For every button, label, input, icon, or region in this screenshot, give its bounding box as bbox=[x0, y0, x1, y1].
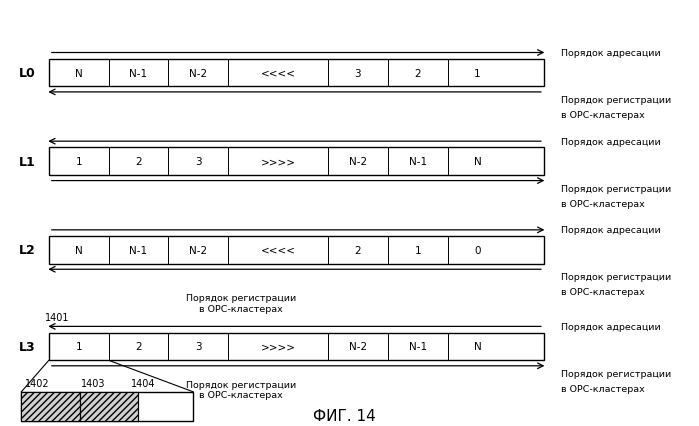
Text: в ОРС-кластерах: в ОРС-кластерах bbox=[561, 111, 644, 120]
Text: 1402: 1402 bbox=[24, 378, 50, 388]
Text: Порядок регистрации: Порядок регистрации bbox=[561, 369, 671, 378]
Text: Порядок адресации: Порядок адресации bbox=[561, 49, 661, 58]
Text: L2: L2 bbox=[18, 244, 35, 257]
Text: 1401: 1401 bbox=[45, 312, 70, 322]
Text: 1404: 1404 bbox=[131, 378, 156, 388]
Text: N-2: N-2 bbox=[349, 157, 367, 167]
Text: L3: L3 bbox=[18, 340, 35, 353]
Bar bbox=[49, 333, 544, 360]
Text: 2: 2 bbox=[135, 157, 142, 167]
Text: 1: 1 bbox=[415, 245, 421, 255]
Text: N: N bbox=[75, 245, 82, 255]
Bar bbox=[22, 392, 80, 421]
Bar bbox=[49, 236, 544, 264]
Text: 3: 3 bbox=[195, 157, 202, 167]
Text: L0: L0 bbox=[18, 67, 35, 80]
Text: 1: 1 bbox=[474, 69, 481, 78]
Text: N-1: N-1 bbox=[129, 69, 147, 78]
Text: N-2: N-2 bbox=[189, 245, 208, 255]
Text: 2: 2 bbox=[135, 342, 142, 352]
Text: в ОРС-кластерах: в ОРС-кластерах bbox=[561, 384, 644, 393]
Text: Порядок регистрации: Порядок регистрации bbox=[561, 273, 671, 282]
Text: 2: 2 bbox=[415, 69, 421, 78]
Text: 1: 1 bbox=[75, 342, 82, 352]
Bar bbox=[80, 392, 138, 421]
Text: N-2: N-2 bbox=[189, 69, 208, 78]
Text: Порядок адресации: Порядок адресации bbox=[561, 322, 661, 331]
Bar bbox=[49, 60, 544, 87]
Text: 0: 0 bbox=[475, 245, 481, 255]
Bar bbox=[49, 148, 544, 176]
Text: N-1: N-1 bbox=[129, 245, 147, 255]
Bar bbox=[22, 392, 193, 421]
Text: в ОРС-кластерах: в ОРС-кластерах bbox=[561, 199, 644, 208]
Text: Порядок регистрации: Порядок регистрации bbox=[561, 184, 671, 193]
Text: ФИГ. 14: ФИГ. 14 bbox=[313, 408, 376, 423]
Text: Порядок регистрации
в ОРС-кластерах: Порядок регистрации в ОРС-кластерах bbox=[186, 294, 296, 313]
Text: Порядок адресации: Порядок адресации bbox=[561, 226, 661, 235]
Text: Порядок регистрации: Порядок регистрации bbox=[561, 96, 671, 105]
Text: N: N bbox=[474, 157, 482, 167]
Text: N-1: N-1 bbox=[409, 342, 427, 352]
Text: N: N bbox=[474, 342, 482, 352]
Text: N-2: N-2 bbox=[349, 342, 367, 352]
Text: >>>>: >>>> bbox=[261, 342, 296, 352]
Text: <<<<: <<<< bbox=[261, 69, 296, 78]
Text: N: N bbox=[75, 69, 82, 78]
Text: L1: L1 bbox=[18, 155, 35, 168]
Text: 2: 2 bbox=[354, 245, 361, 255]
Text: Порядок адресации: Порядок адресации bbox=[561, 137, 661, 146]
Text: 3: 3 bbox=[195, 342, 202, 352]
Text: 1403: 1403 bbox=[81, 378, 106, 388]
Text: N-1: N-1 bbox=[409, 157, 427, 167]
Text: Порядок регистрации
в ОРС-кластерах: Порядок регистрации в ОРС-кластерах bbox=[186, 380, 296, 400]
Text: <<<<: <<<< bbox=[261, 245, 296, 255]
Text: >>>>: >>>> bbox=[261, 157, 296, 167]
Text: 1: 1 bbox=[75, 157, 82, 167]
Text: 3: 3 bbox=[354, 69, 361, 78]
Text: в ОРС-кластерах: в ОРС-кластерах bbox=[561, 288, 644, 296]
